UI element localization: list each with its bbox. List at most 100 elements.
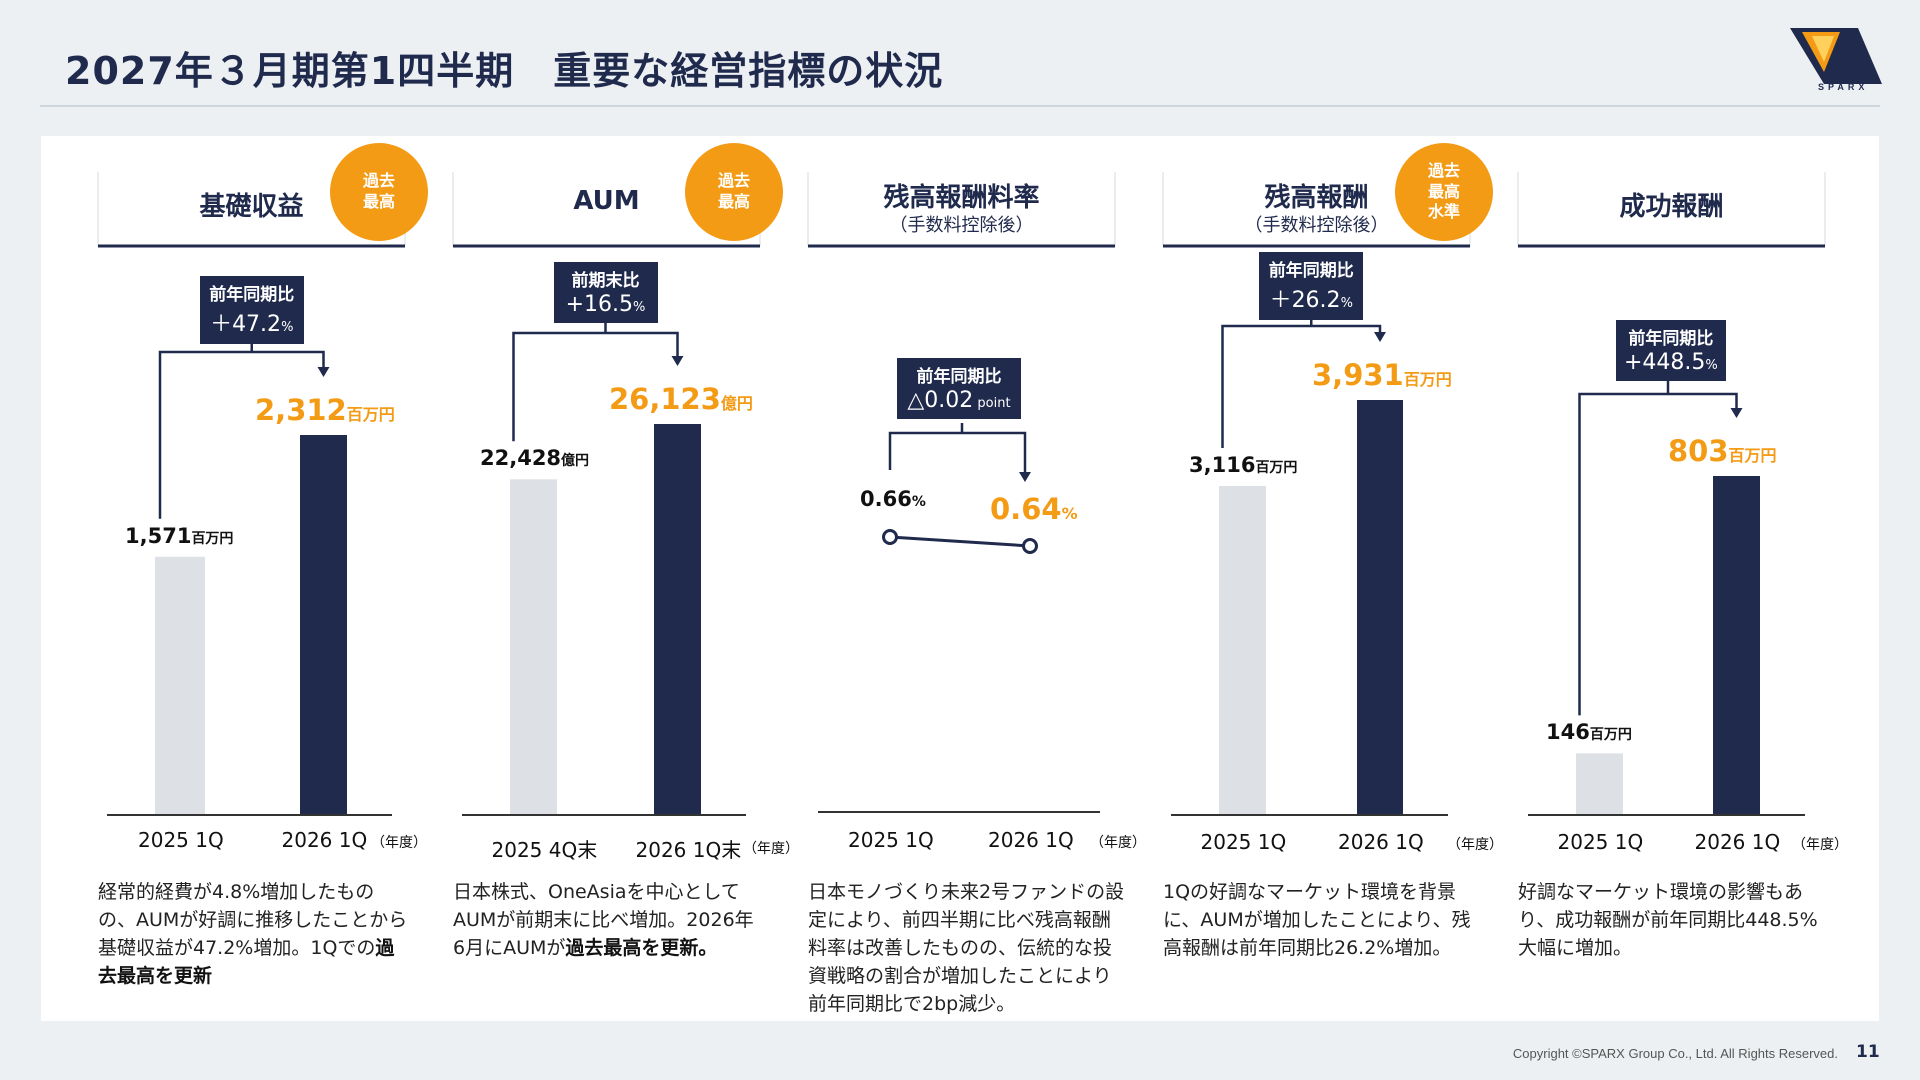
value-unit: % bbox=[911, 494, 926, 510]
category-label: 2026 1Q bbox=[1338, 830, 1424, 854]
comparison-value: ＋26.2 bbox=[1269, 288, 1341, 313]
comparison-label: 前年同期比 bbox=[916, 367, 1002, 387]
bracket-arrow bbox=[1374, 332, 1386, 342]
data-point bbox=[1022, 538, 1038, 554]
bracket-arrow bbox=[317, 367, 330, 377]
bar-prior bbox=[1219, 486, 1266, 815]
value-label: 3,116百万円 bbox=[1189, 453, 1297, 477]
comparison-label: 前期末比 bbox=[571, 271, 640, 291]
page-number: 11 bbox=[1856, 1042, 1880, 1062]
comparison-value-line: +16.5% bbox=[562, 292, 650, 317]
value-unit: 百万円 bbox=[191, 530, 234, 547]
comparison-unit: point bbox=[973, 396, 1011, 411]
value-number: 3,931 bbox=[1312, 358, 1404, 392]
comparison-value: +448.5 bbox=[1624, 350, 1706, 375]
series-line bbox=[889, 535, 1031, 548]
bar-current bbox=[654, 424, 701, 815]
value-unit: 百万円 bbox=[1728, 446, 1777, 465]
chart-title: 残高報酬 bbox=[1264, 183, 1369, 213]
year-unit: （年度） bbox=[371, 835, 427, 851]
value-label: 3,931百万円 bbox=[1312, 358, 1452, 392]
value-number: 22,428 bbox=[480, 446, 562, 471]
comparison-box: 前期末比 +16.5% bbox=[553, 262, 658, 323]
value-unit: 百万円 bbox=[1403, 370, 1452, 389]
change-bracket bbox=[158, 350, 325, 519]
category-label: 2025 1Q bbox=[848, 828, 934, 852]
comparison-label: 前年同期比 bbox=[209, 285, 295, 305]
category-label: 2025 4Q末 bbox=[491, 838, 598, 862]
value-label: 0.64% bbox=[990, 492, 1078, 526]
description-text: 経常的経費が4.8%増加したものの、AUMが好調に推移したことから基礎収益が47… bbox=[98, 881, 408, 959]
description-text: 1Qの好調なマーケット環境を背景に、AUMが増加したことにより、残高報酬は前年同… bbox=[1163, 881, 1471, 959]
value-number: 26,123 bbox=[609, 382, 721, 416]
category-label: 2026 1Q bbox=[281, 828, 368, 852]
value-unit: % bbox=[1061, 504, 1078, 523]
description-emphasis: 過去最高を更新 bbox=[98, 937, 395, 987]
page-title: 2027年３月期第1四半期 重要な経営指標の状況 bbox=[65, 49, 944, 93]
comparison-unit: % bbox=[633, 300, 646, 315]
chart-title: 残高報酬料率 bbox=[883, 183, 1040, 213]
bar-prior bbox=[510, 479, 557, 815]
value-number: 146 bbox=[1546, 720, 1590, 745]
comparison-unit: % bbox=[1340, 296, 1353, 311]
comparison-value: +16.5 bbox=[565, 292, 634, 317]
comparison-value-line: △0.02 point bbox=[905, 388, 1013, 413]
value-unit: 百万円 bbox=[346, 405, 395, 424]
description: 日本モノづくり未来2号ファンドの設定により、前四半期に比べ残高報酬料率は改善した… bbox=[808, 878, 1128, 1018]
value-unit: 億円 bbox=[720, 394, 753, 413]
comparison-unit: % bbox=[1705, 358, 1718, 373]
description-text: 日本モノづくり未来2号ファンドの設定により、前四半期に比べ残高報酬料率は改善した… bbox=[808, 881, 1125, 1015]
category-label: 2025 1Q bbox=[1557, 830, 1644, 854]
comparison-value: △0.02 bbox=[907, 388, 974, 413]
value-number: 0.66 bbox=[860, 487, 912, 511]
record-badge: 過去 最高 bbox=[330, 143, 428, 241]
chart-title: AUM bbox=[573, 186, 640, 216]
record-badge: 過去 最高 水準 bbox=[1395, 143, 1493, 241]
bar-prior bbox=[155, 556, 205, 815]
value-label: 2,312百万円 bbox=[255, 393, 395, 427]
category-label: 2025 1Q bbox=[1200, 830, 1287, 854]
sparx-logo bbox=[1790, 28, 1882, 84]
record-badge: 過去 最高 bbox=[685, 143, 783, 241]
description: 日本株式、OneAsiaを中心としてAUMが前期末に比べ増加。2026年6月にA… bbox=[453, 878, 763, 962]
value-label: 0.66% bbox=[860, 487, 926, 511]
value-label: 1,571百万円 bbox=[125, 524, 233, 548]
description-emphasis: 過去最高を更新。 bbox=[565, 937, 718, 959]
value-label: 26,123億円 bbox=[609, 382, 753, 416]
year-unit: （年度） bbox=[1090, 835, 1146, 851]
comparison-value-line: +448.5% bbox=[1624, 350, 1718, 375]
value-unit: 億円 bbox=[561, 453, 590, 470]
data-point bbox=[882, 529, 898, 545]
category-label: 2025 1Q bbox=[138, 828, 224, 852]
content-panel bbox=[41, 136, 1879, 1021]
change-bracket bbox=[1578, 392, 1738, 716]
chart-title: 基礎収益 bbox=[199, 192, 304, 222]
value-number: 0.64 bbox=[990, 492, 1062, 526]
value-number: 2,312 bbox=[255, 393, 347, 427]
chart-subtitle: （手数料控除後） bbox=[889, 215, 1034, 236]
comparison-box: 前年同期比 ＋26.2% bbox=[1259, 252, 1364, 320]
comparison-value: ＋47.2 bbox=[210, 312, 282, 337]
value-number: 3,116 bbox=[1189, 453, 1256, 478]
year-unit: （年度） bbox=[1447, 837, 1503, 853]
bracket-arrow bbox=[1019, 472, 1031, 482]
bar-prior bbox=[1576, 753, 1623, 815]
title-divider bbox=[40, 105, 1880, 107]
bar-current bbox=[1713, 476, 1760, 815]
value-unit: 百万円 bbox=[1589, 727, 1632, 744]
bar-current bbox=[1357, 400, 1403, 815]
change-bracket bbox=[888, 431, 1027, 474]
category-label: 2026 1Q bbox=[988, 828, 1074, 852]
comparison-box: 前年同期比 +448.5% bbox=[1616, 320, 1726, 381]
bracket-arrow bbox=[1730, 408, 1743, 418]
copyright: Copyright ©SPARX Group Co., Ltd. All Rig… bbox=[1512, 1046, 1838, 1061]
chart-title: 成功報酬 bbox=[1619, 192, 1724, 222]
description: 1Qの好調なマーケット環境を背景に、AUMが増加したことにより、残高報酬は前年同… bbox=[1163, 878, 1473, 962]
chart-subtitle: （手数料控除後） bbox=[1244, 215, 1389, 236]
bracket-arrow bbox=[671, 356, 684, 366]
bar-current bbox=[300, 435, 347, 815]
value-label: 803百万円 bbox=[1668, 434, 1777, 468]
category-label: 2026 1Q末 bbox=[635, 838, 742, 862]
value-number: 1,571 bbox=[125, 523, 192, 548]
